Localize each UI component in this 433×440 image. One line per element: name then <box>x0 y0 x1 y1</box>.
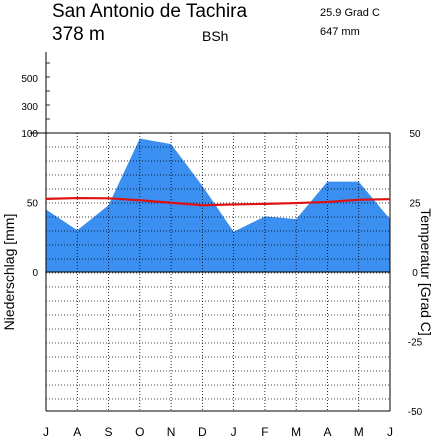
annual-precipitation: 647 mm <box>320 26 360 38</box>
left-tick-label: 100 <box>21 129 38 140</box>
right-tick-label: 50 <box>409 129 421 140</box>
left-tick-label: 300 <box>21 102 38 113</box>
precipitation-area <box>46 138 390 272</box>
mean-temperature: 25.9 Grad C <box>320 7 380 19</box>
left-axis-title: Niederschlag [mm] <box>1 214 17 331</box>
right-tick-label: 0 <box>412 268 418 279</box>
month-label: N <box>167 425 176 439</box>
left-tick-label: 500 <box>21 74 38 85</box>
plot-frame <box>30 52 391 412</box>
month-label: D <box>198 425 207 439</box>
month-label: J <box>43 425 49 439</box>
month-label: A <box>323 425 331 439</box>
temperature-line <box>45 196 391 207</box>
station-name: San Antonio de Tachira <box>52 1 248 22</box>
left-tick-label: 0 <box>32 268 38 279</box>
month-label: M <box>291 425 301 439</box>
right-axis-title: Temperatur [Grad C] <box>418 208 433 336</box>
month-label: J <box>231 425 237 439</box>
month-label: F <box>261 425 268 439</box>
month-label: S <box>105 425 113 439</box>
climate-class: BSh <box>202 28 228 44</box>
month-label: J <box>387 425 393 439</box>
month-label: A <box>73 425 81 439</box>
tick-labels-layer: 0 50 100 300 500 50 25 0 -25 -50 <box>21 74 422 418</box>
right-tick-label: -25 <box>408 338 423 349</box>
month-label: O <box>135 425 144 439</box>
temperature-line-layer <box>45 196 391 207</box>
station-elevation: 378 m <box>52 24 105 45</box>
right-tick-label: -50 <box>408 407 423 418</box>
left-tick-label: 50 <box>27 199 39 210</box>
month-label: M <box>354 425 364 439</box>
right-tick-label: 25 <box>409 199 421 210</box>
precipitation-area-layer <box>46 138 390 272</box>
